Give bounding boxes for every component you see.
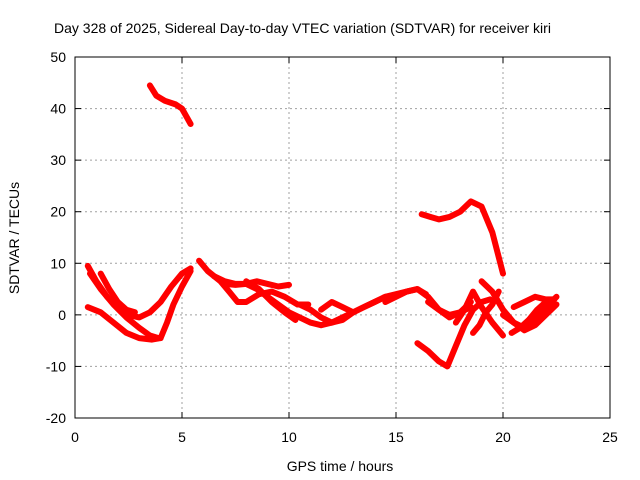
y-tick-label: -20 <box>46 410 66 426</box>
y-tick-label: 10 <box>50 255 66 271</box>
y-tick-label: 0 <box>58 307 66 323</box>
x-tick-label: 5 <box>178 429 186 445</box>
y-tick-label: 20 <box>50 204 66 220</box>
x-tick-label: 10 <box>281 429 297 445</box>
series-track-14 <box>382 286 429 305</box>
chart-title: Day 328 of 2025, Sidereal Day-to-day VTE… <box>54 20 551 36</box>
y-tick-label: 40 <box>50 101 66 117</box>
series-track-9 <box>221 278 292 290</box>
series-track-1 <box>146 82 194 127</box>
series-track-5 <box>97 270 138 316</box>
plot-frame <box>74 56 611 419</box>
y-axis-label: SDTVAR / TECUs <box>6 182 22 294</box>
x-tick-label: 0 <box>71 429 79 445</box>
series-track-17 <box>414 296 494 370</box>
series-track-18 <box>452 288 506 339</box>
x-tick-label: 25 <box>602 429 618 445</box>
series-track-10 <box>243 278 299 323</box>
grid-lines <box>75 57 610 418</box>
axis-ticks: 0 5 10 15 20 25 -20 -10 0 10 20 30 40 50 <box>46 49 618 445</box>
series-track-4 <box>84 304 164 343</box>
series-track-3 <box>87 270 162 342</box>
series-track-16 <box>418 198 506 277</box>
x-tick-label: 20 <box>495 429 511 445</box>
series-track-22 <box>510 293 558 311</box>
series-track-21 <box>500 293 560 331</box>
data-series <box>84 82 560 370</box>
y-tick-label: 50 <box>50 49 66 65</box>
y-tick-label: -10 <box>46 358 66 374</box>
y-tick-label: 30 <box>50 152 66 168</box>
x-tick-label: 15 <box>388 429 404 445</box>
series-track-23 <box>508 299 549 336</box>
series-track-6 <box>157 268 194 342</box>
x-axis-label: GPS time / hours <box>287 458 394 474</box>
